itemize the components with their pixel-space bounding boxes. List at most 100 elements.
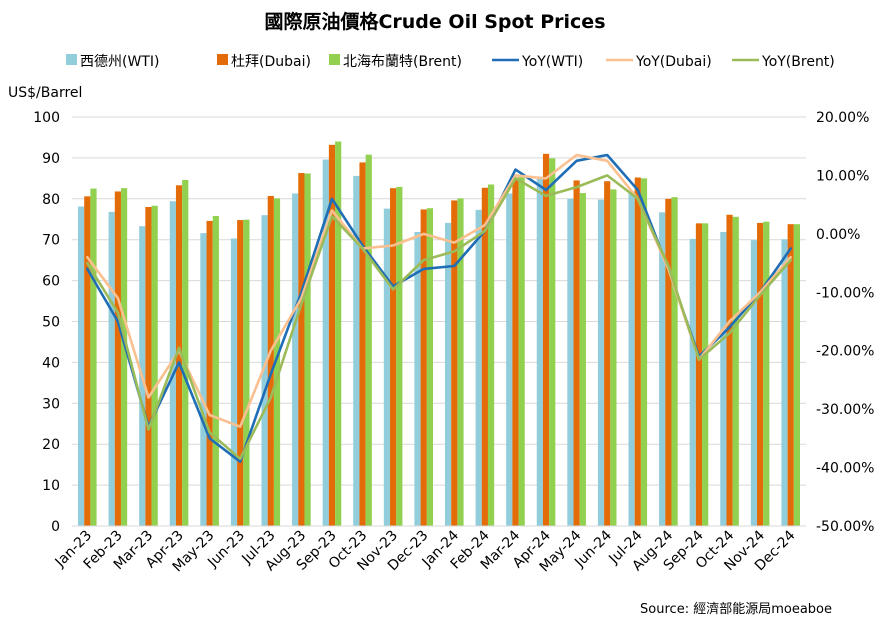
bar — [151, 205, 158, 527]
bar — [451, 200, 458, 526]
bar — [114, 191, 121, 527]
bar — [793, 224, 801, 526]
y-right-tick-label: -50.00% — [816, 519, 874, 535]
bar — [579, 193, 586, 526]
y-right-tick-label: -10.00% — [816, 285, 874, 301]
source-note: Source: 經濟部能源局moeaboe — [640, 601, 832, 617]
legend-label: YoY(Brent) — [761, 54, 835, 70]
y-left-tick-label: 60 — [42, 274, 60, 290]
bar — [689, 238, 696, 526]
bar — [781, 239, 788, 526]
bar — [90, 188, 97, 526]
bar — [518, 176, 525, 526]
bar — [597, 199, 605, 527]
series-line — [86, 174, 793, 461]
bar — [444, 222, 452, 526]
bar — [353, 175, 360, 526]
legend-swatch — [217, 54, 228, 65]
bar — [230, 238, 238, 526]
bar — [726, 214, 733, 526]
y-right-axis: -50.00% -40.00% -30.00% -20.00% -10.00% 0.00%… — [816, 110, 874, 535]
bar — [267, 195, 274, 526]
gridlines — [72, 116, 806, 486]
bar — [542, 153, 550, 526]
bar — [628, 191, 635, 527]
bar — [212, 215, 219, 526]
bar — [390, 188, 397, 526]
y-right-tick-label: -20.00% — [816, 344, 874, 360]
legend-label: 杜拜(Dubai) — [231, 54, 311, 70]
y-right-tick-label: -40.00% — [816, 461, 874, 477]
bar — [335, 141, 342, 527]
bar — [261, 215, 268, 526]
chart-title: 國際原油價格Crude Oil Spot Prices — [264, 10, 605, 33]
y-left-tick-label: 80 — [42, 192, 60, 208]
bar — [720, 231, 727, 526]
bar — [145, 206, 152, 527]
y-right-tick-label: -30.00% — [816, 402, 874, 418]
bar — [512, 177, 519, 527]
bar — [506, 193, 513, 526]
bar — [481, 187, 488, 526]
bars — [77, 141, 801, 527]
y-right-tick-label: 20.00% — [816, 110, 869, 126]
y-left-tick-label: 50 — [42, 315, 60, 331]
bar — [365, 154, 372, 527]
y-left-tick-label: 20 — [42, 437, 60, 453]
bar — [237, 220, 244, 526]
bar — [108, 211, 115, 526]
bar — [750, 240, 758, 526]
bar — [77, 206, 85, 527]
y-left-tick-label: 30 — [42, 396, 60, 412]
bar — [84, 196, 91, 526]
bar — [487, 184, 495, 527]
legend-label: YoY(WTI) — [521, 54, 583, 70]
bar — [359, 162, 366, 527]
legend-swatch — [66, 54, 77, 65]
bar — [757, 222, 764, 526]
bar — [420, 209, 427, 526]
bar — [659, 212, 666, 526]
bar — [383, 208, 391, 526]
y-left-tick-label: 0 — [51, 519, 60, 535]
y-left-tick-label: 10 — [42, 478, 60, 494]
y-right-tick-label: 0.00% — [816, 227, 860, 243]
y-left-axis-label: US$/Barrel — [8, 85, 82, 101]
y-left-tick-label: 100 — [33, 110, 60, 126]
bar — [322, 159, 329, 526]
legend-label: YoY(Dubai) — [635, 54, 712, 70]
bar — [732, 216, 739, 526]
y-left-axis: 0 10 20 30 40 50 60 70 80 90 100 — [33, 110, 60, 535]
bar — [634, 177, 641, 527]
y-left-tick-label: 40 — [42, 355, 60, 371]
bar — [120, 188, 128, 526]
bar — [536, 176, 543, 527]
legend-label: 西德州(WTI) — [80, 54, 159, 70]
y-right-tick-label: 10.00% — [816, 168, 869, 184]
bar — [763, 221, 770, 527]
bar — [702, 223, 709, 526]
bar — [182, 179, 189, 526]
y-left-tick-label: 70 — [42, 233, 60, 249]
legend-label: 北海布蘭特(Brent) — [343, 54, 462, 70]
bar — [475, 209, 482, 526]
bar — [414, 231, 421, 526]
bar — [292, 193, 299, 526]
bar — [328, 144, 336, 526]
bar — [426, 208, 434, 526]
bar — [298, 173, 305, 526]
bar — [640, 178, 648, 526]
bar — [549, 158, 556, 526]
legend-swatch — [329, 54, 340, 65]
bar — [671, 197, 678, 526]
bar — [604, 181, 611, 526]
bar — [206, 220, 213, 527]
bar — [457, 198, 464, 527]
lines — [86, 153, 793, 464]
bar — [665, 198, 672, 527]
bar — [273, 198, 281, 527]
bar — [787, 224, 794, 526]
bar — [573, 180, 580, 526]
bar — [304, 173, 311, 526]
